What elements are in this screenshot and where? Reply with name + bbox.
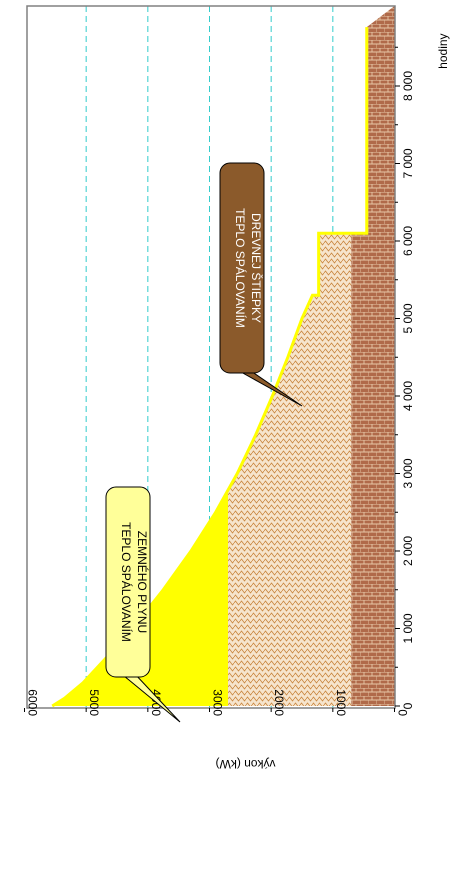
duration-curve xyxy=(51,27,369,708)
x-axis-title: hodiny xyxy=(436,33,450,68)
power-tick-label-0: 0 xyxy=(396,709,410,716)
power-tick-label-2000: 2000 xyxy=(272,689,286,716)
annotation-wood-chips-line-1: TEPLO SPÁLOVANÍM xyxy=(233,208,248,328)
y-axis-title: výkon (kW) xyxy=(215,757,275,771)
annotation-natural-gas: TEPLO SPÁLOVANÍM ZEMNÉHO PLYNU xyxy=(105,486,181,723)
annotation-wood-chips-line-2: DREVNEJ ŠTIEPKY xyxy=(249,213,264,323)
hours-tick-label-7000: 7 000 xyxy=(401,148,415,178)
hours-tick-label-0: 0 xyxy=(401,702,415,709)
power-tick-label-3000: 3000 xyxy=(211,689,225,716)
hours-tick-label-1000: 1 000 xyxy=(401,613,415,643)
hours-tick-label-2000: 2 000 xyxy=(401,536,415,566)
hours-tick-label-3000: 3 000 xyxy=(401,458,415,488)
annotation-wood-chips-box xyxy=(219,162,265,374)
power-tick-label-6000: 6000 xyxy=(26,689,40,716)
hours-tick-label-5000: 5 000 xyxy=(401,303,415,333)
annotation-natural-gas-line-2: ZEMNÉHO PLYNU xyxy=(135,531,150,633)
annotation-natural-gas-line-1: TEPLO SPÁLOVANÍM xyxy=(119,522,134,642)
power-tick-label-1000: 1000 xyxy=(334,689,348,716)
annotation-wood-chips: TEPLO SPÁLOVANÍM DREVNEJ ŠTIEPKY xyxy=(219,162,303,407)
annotation-natural-gas-box xyxy=(105,486,151,678)
hours-tick-label-6000: 6 000 xyxy=(401,226,415,256)
hours-tick-label-8000: 8 000 xyxy=(401,71,415,101)
power-tick-label-5000: 5000 xyxy=(87,689,101,716)
hours-tick-label-4000: 4 000 xyxy=(401,381,415,411)
